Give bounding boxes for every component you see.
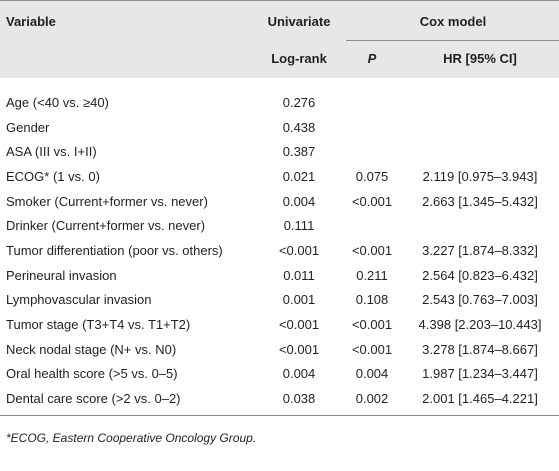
cell-variable: Gender <box>6 119 50 135</box>
cell-variable: ECOG* (1 vs. 0) <box>6 169 100 184</box>
header-cox: Cox model <box>419 14 487 29</box>
cell-variable: Lymphovascular invasion <box>6 292 152 308</box>
cell-hr: 3.278 [1.874–8.667] <box>422 341 538 357</box>
cell-p: 0.108 <box>355 292 389 308</box>
cell-variable: Oral health score (>5 vs. 0–5) <box>6 366 178 382</box>
cell-hr: 2.564 [0.823–6.432] <box>422 267 538 283</box>
cell-hr: 2.119 [0.975–3.943] <box>422 169 538 184</box>
cell-hr: 1.987 [1.234–3.447] <box>422 366 538 382</box>
cell-log-rank: <0.001 <box>278 243 320 259</box>
cell-log-rank: 0.038 <box>282 391 316 407</box>
cell-p: 0.211 <box>356 267 388 283</box>
cell-variable: ASA (III vs. I+II) <box>6 144 97 160</box>
cell-hr: 4.398 [2.203–10.443] <box>418 317 542 333</box>
cell-p: 0.002 <box>355 391 389 407</box>
cell-log-rank: 0.438 <box>282 119 316 135</box>
cell-p: 0.075 <box>355 169 389 184</box>
cell-variable: Drinker (Current+former vs. never) <box>6 218 206 234</box>
cell-p: 0.004 <box>355 366 389 382</box>
header-hr: HR [95% CI] <box>443 51 517 66</box>
cell-log-rank: 0.111 <box>283 218 315 234</box>
cell-hr: 2.663 [1.345–5.432] <box>422 193 538 209</box>
cell-log-rank: 0.011 <box>283 267 315 283</box>
header-univariate: Univariate <box>267 14 331 29</box>
cell-log-rank: 0.276 <box>282 95 316 110</box>
cell-p: <0.001 <box>351 193 393 209</box>
cell-log-rank: <0.001 <box>278 317 320 333</box>
header-background <box>0 0 559 78</box>
top-rule <box>0 0 559 1</box>
header-p: P <box>367 51 377 66</box>
cell-p: <0.001 <box>351 317 393 333</box>
span-rule <box>346 40 559 41</box>
cell-hr: 3.227 [1.874–8.332] <box>422 243 538 259</box>
cell-log-rank: 0.021 <box>282 169 316 184</box>
footnote: *ECOG, Eastern Cooperative Oncology Grou… <box>6 431 257 445</box>
cell-variable: Perineural invasion <box>6 267 117 283</box>
cell-variable: Tumor stage (T3+T4 vs. T1+T2) <box>6 317 191 333</box>
cell-log-rank: 0.387 <box>282 144 316 160</box>
cell-log-rank: 0.004 <box>282 193 316 209</box>
cell-variable: Age (<40 vs. ≥40) <box>6 95 109 110</box>
cell-p: <0.001 <box>351 341 393 357</box>
cell-variable: Neck nodal stage (N+ vs. N0) <box>6 341 177 357</box>
cell-log-rank: 0.001 <box>282 292 316 308</box>
header-log-rank: Log-rank <box>271 51 327 66</box>
cell-hr: 2.001 [1.465–4.221] <box>422 391 538 407</box>
cell-p: <0.001 <box>351 243 393 259</box>
cell-hr: 2.543 [0.763–7.003] <box>422 292 538 308</box>
header-variable: Variable <box>6 14 56 29</box>
bottom-rule <box>0 415 559 416</box>
cell-log-rank: <0.001 <box>278 341 320 357</box>
cell-log-rank: 0.004 <box>282 366 316 382</box>
cell-variable: Dental care score (>2 vs. 0–2) <box>6 391 181 407</box>
cell-variable: Smoker (Current+former vs. never) <box>6 193 208 209</box>
cell-variable: Tumor differentiation (poor vs. others) <box>6 243 223 259</box>
